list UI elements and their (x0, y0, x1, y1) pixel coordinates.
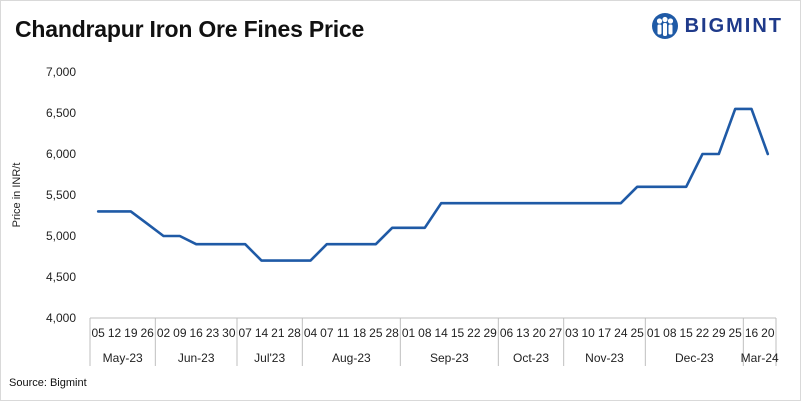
x-tick-label: 26 (140, 326, 154, 340)
price-series (96, 107, 770, 262)
x-tick-label: 11 (337, 326, 350, 340)
x-tick-label: 06 (500, 326, 514, 340)
x-axis: 05 12 19 26 02 09 16 23 30 07 14 21 28 04 07 11 18 25 28 01… (89, 317, 779, 366)
x-tick-label: 27 (549, 326, 563, 340)
x-tick-label: 08 (663, 326, 677, 340)
x-tick-label: 28 (287, 326, 301, 340)
x-tick-label: 12 (108, 326, 122, 340)
x-tick-label: 04 (304, 326, 318, 340)
x-tick-label: 25 (369, 326, 383, 340)
y-tick-label: 7,000 (46, 65, 76, 79)
chart-title: Chandrapur Iron Ore Fines Price (15, 16, 365, 42)
x-tick-label: 07 (320, 326, 334, 340)
x-tick-label: 15 (451, 326, 465, 340)
x-tick-label: 25 (728, 326, 742, 340)
x-tick-label: 10 (581, 326, 595, 340)
y-tick-label: 4,000 (46, 311, 76, 325)
x-tick-label: 28 (385, 326, 399, 340)
bigmint-logo-icon (651, 13, 678, 39)
x-tick-label: 15 (679, 326, 693, 340)
y-tick-label: 5,500 (46, 188, 76, 202)
x-tick-label: 18 (353, 326, 367, 340)
month-label: Jul'23 (254, 351, 285, 365)
month-label: Jun-23 (178, 351, 215, 365)
y-axis-label: Price in INR/t (11, 163, 23, 228)
x-tick-label: 25 (630, 326, 644, 340)
y-tick-label: 6,000 (46, 147, 76, 161)
price-line (96, 107, 770, 262)
x-tick-label: 16 (745, 326, 759, 340)
x-tick-label: 08 (418, 326, 432, 340)
x-tick-label: 29 (483, 326, 497, 340)
x-tick-label: 09 (173, 326, 187, 340)
x-tick-label: 29 (712, 326, 726, 340)
x-tick-label: 14 (434, 326, 448, 340)
x-tick-label: 20 (532, 326, 546, 340)
month-label: Aug-23 (332, 351, 371, 365)
x-tick-label: 24 (614, 326, 628, 340)
brand-name: BIGMINT (684, 14, 783, 37)
x-tick-label: 20 (761, 326, 775, 340)
x-tick-label: 13 (516, 326, 530, 340)
x-tick-label: 02 (157, 326, 171, 340)
month-label: Dec-23 (675, 351, 714, 365)
x-tick-label: 07 (238, 326, 252, 340)
x-tick-label: 05 (91, 326, 105, 340)
x-tick-label: 23 (206, 326, 220, 340)
x-tick-label: 22 (467, 326, 481, 340)
x-tick-label: 01 (402, 326, 416, 340)
y-tick-label: 6,500 (46, 106, 76, 120)
source-note: Source: Bigmint (9, 377, 87, 389)
brand-logo: BIGMINT (651, 10, 783, 42)
x-tick-label: 03 (565, 326, 579, 340)
month-label: Oct-23 (513, 351, 549, 365)
x-tick-label: 14 (255, 326, 269, 340)
month-label: Sep-23 (430, 351, 469, 365)
y-tick-label: 5,000 (46, 229, 76, 243)
x-tick-label: 01 (647, 326, 661, 340)
x-tick-label: 22 (696, 326, 710, 340)
y-tick-label: 4,500 (46, 270, 76, 284)
month-label: May-23 (103, 351, 143, 365)
x-tick-label: 16 (189, 326, 203, 340)
x-tick-label: 21 (271, 326, 285, 340)
x-tick-label: 30 (222, 326, 236, 340)
x-tick-label: 19 (124, 326, 138, 340)
month-label: Nov-23 (585, 351, 624, 365)
x-tick-label: 17 (598, 326, 612, 340)
month-label: Mar-24 (741, 351, 779, 365)
y-axis: 4,000 4,500 5,000 5,500 6,000 6,500 7,000 (46, 65, 76, 325)
